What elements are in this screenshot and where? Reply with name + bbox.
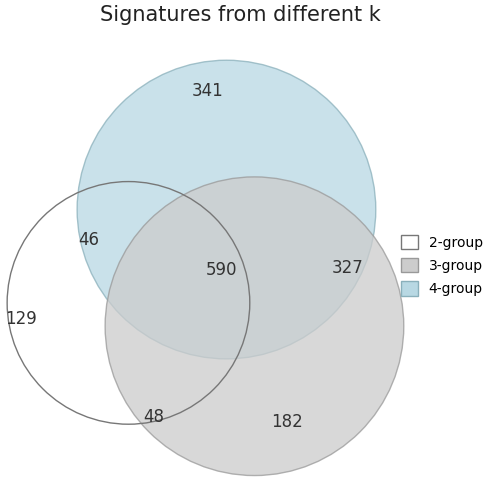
Text: 327: 327 bbox=[332, 259, 364, 277]
Legend: 2-group, 3-group, 4-group: 2-group, 3-group, 4-group bbox=[397, 231, 487, 300]
Text: 341: 341 bbox=[192, 82, 224, 100]
Circle shape bbox=[77, 60, 376, 359]
Text: 48: 48 bbox=[144, 408, 165, 426]
Text: 182: 182 bbox=[271, 413, 303, 431]
Text: 46: 46 bbox=[78, 231, 99, 249]
Text: 590: 590 bbox=[206, 261, 237, 279]
Text: 129: 129 bbox=[5, 310, 37, 328]
Title: Signatures from different k: Signatures from different k bbox=[100, 5, 381, 25]
Circle shape bbox=[105, 177, 404, 476]
